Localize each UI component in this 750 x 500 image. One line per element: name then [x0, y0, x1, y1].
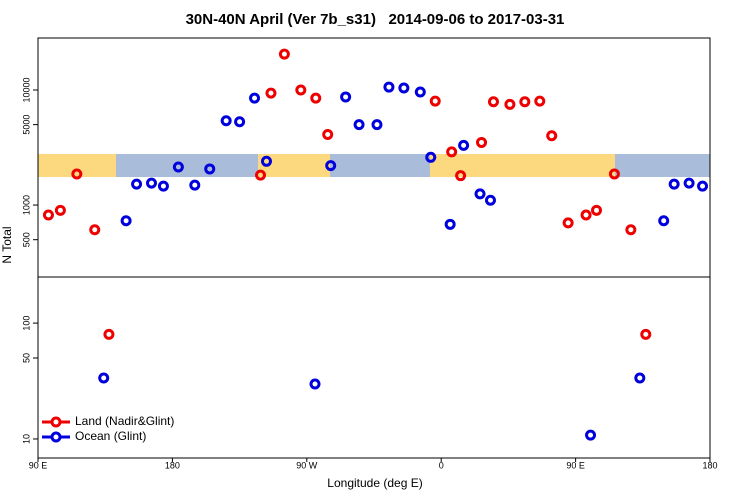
point: [103, 328, 115, 340]
point: [131, 178, 143, 190]
y-axis-label: N Total: [0, 226, 14, 263]
legend-marker: [50, 431, 62, 443]
y-tick-label: 10000: [21, 77, 31, 102]
point: [89, 224, 101, 236]
point: [278, 48, 290, 60]
point: [172, 161, 184, 173]
point: [474, 188, 486, 200]
point: [697, 180, 709, 192]
point: [634, 372, 646, 384]
point: [455, 170, 467, 182]
chart-title: 30N-40N April (Ver 7b_s31) 2014-09-06 to…: [186, 11, 565, 28]
y-tick-label: 50: [21, 353, 31, 363]
plot-frame: [37, 37, 711, 459]
point: [504, 98, 516, 110]
y-tick-label: 1000: [21, 195, 31, 215]
point: [546, 130, 558, 142]
point: [325, 160, 337, 172]
x-tick-label: 90 E: [566, 460, 585, 470]
point: [591, 204, 603, 216]
point: [608, 168, 620, 180]
y-tick-label: 500: [21, 232, 31, 247]
point: [640, 328, 652, 340]
x-tick-label: 180: [165, 460, 180, 470]
point: [534, 95, 546, 107]
point: [425, 151, 437, 163]
point: [519, 96, 531, 108]
x-tick-label: 90 E: [29, 460, 48, 470]
point: [145, 177, 157, 189]
point: [353, 119, 365, 131]
point: [429, 95, 441, 107]
point: [414, 86, 426, 98]
point: [444, 218, 456, 230]
point: [295, 84, 307, 96]
point: [625, 224, 637, 236]
point: [562, 217, 574, 229]
x-tick-label: 90 W: [296, 460, 318, 470]
point: [260, 155, 272, 167]
point: [204, 163, 216, 175]
point: [157, 180, 169, 192]
legend-marker: [50, 416, 62, 428]
x-axis-label: Longitude (deg E): [327, 476, 422, 490]
land: [258, 154, 330, 177]
point: [98, 372, 110, 384]
point: [383, 81, 395, 93]
x-tick-label: 0: [439, 460, 444, 470]
point: [446, 146, 458, 158]
point: [476, 136, 488, 148]
y-tick-label: 100: [21, 316, 31, 331]
point: [371, 119, 383, 131]
legend-label: Land (Nadir&Glint): [75, 414, 174, 428]
point: [265, 87, 277, 99]
point: [249, 92, 261, 104]
land: [430, 154, 615, 177]
point: [220, 115, 232, 127]
y-tick-label: 5000: [21, 115, 31, 135]
point: [234, 116, 246, 128]
point: [310, 92, 322, 104]
x-tick-label: 180: [702, 460, 717, 470]
legend-label: Ocean (Glint): [75, 429, 146, 443]
point: [484, 194, 496, 206]
point: [487, 96, 499, 108]
point: [189, 179, 201, 191]
point: [255, 169, 267, 181]
y-tick-label: 10: [21, 434, 31, 444]
point: [658, 215, 670, 227]
point: [585, 429, 597, 441]
point: [309, 378, 321, 390]
point: [668, 178, 680, 190]
point: [71, 168, 83, 180]
point: [580, 209, 592, 221]
point: [683, 177, 695, 189]
point: [458, 139, 470, 151]
point: [42, 209, 54, 221]
land: [38, 154, 116, 177]
point: [398, 82, 410, 94]
point: [340, 91, 352, 103]
point: [120, 215, 132, 227]
point: [322, 129, 334, 141]
point: [54, 204, 66, 216]
